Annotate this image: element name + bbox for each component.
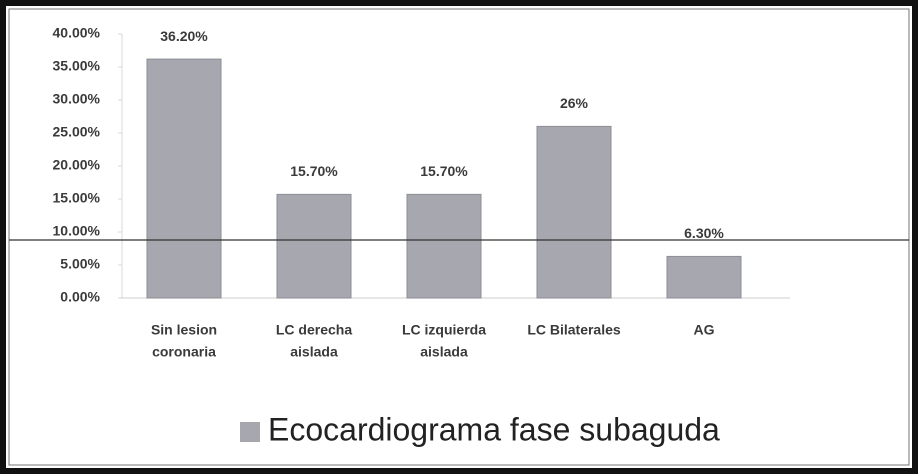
x-tick-label: LC izquierda [402, 322, 486, 338]
x-tick-label: aislada [290, 344, 338, 360]
data-label: 6.30% [684, 225, 724, 241]
y-tick-label: 0.00% [60, 289, 100, 305]
bar [146, 58, 222, 299]
x-tick-label: Sin lesion [151, 322, 217, 338]
y-tick-label: 30.00% [53, 91, 101, 107]
bar [536, 125, 612, 299]
inner-frame [8, 8, 910, 466]
x-tick-label: LC derecha [276, 322, 352, 338]
bar [666, 255, 742, 299]
x-tick-label: LC Bilaterales [527, 322, 621, 338]
x-tick-label: coronaria [152, 344, 216, 360]
y-tick-label: 35.00% [53, 58, 101, 74]
data-label: 26% [560, 95, 589, 111]
bar [276, 193, 352, 299]
y-tick-label: 40.00% [53, 25, 101, 41]
y-tick-label: 5.00% [60, 256, 100, 272]
x-tick-label: aislada [420, 344, 468, 360]
data-label: 36.20% [160, 28, 208, 44]
legend-text: Ecocardiograma fase subaguda [268, 411, 720, 447]
data-label: 15.70% [290, 163, 338, 179]
y-tick-label: 25.00% [53, 124, 101, 140]
data-label: 15.70% [420, 163, 468, 179]
y-tick-label: 15.00% [53, 190, 101, 206]
bar [406, 193, 482, 299]
legend-swatch [240, 422, 260, 442]
y-tick-label: 10.00% [53, 223, 101, 239]
y-tick-label: 20.00% [53, 157, 101, 173]
x-tick-label: AG [694, 322, 715, 338]
